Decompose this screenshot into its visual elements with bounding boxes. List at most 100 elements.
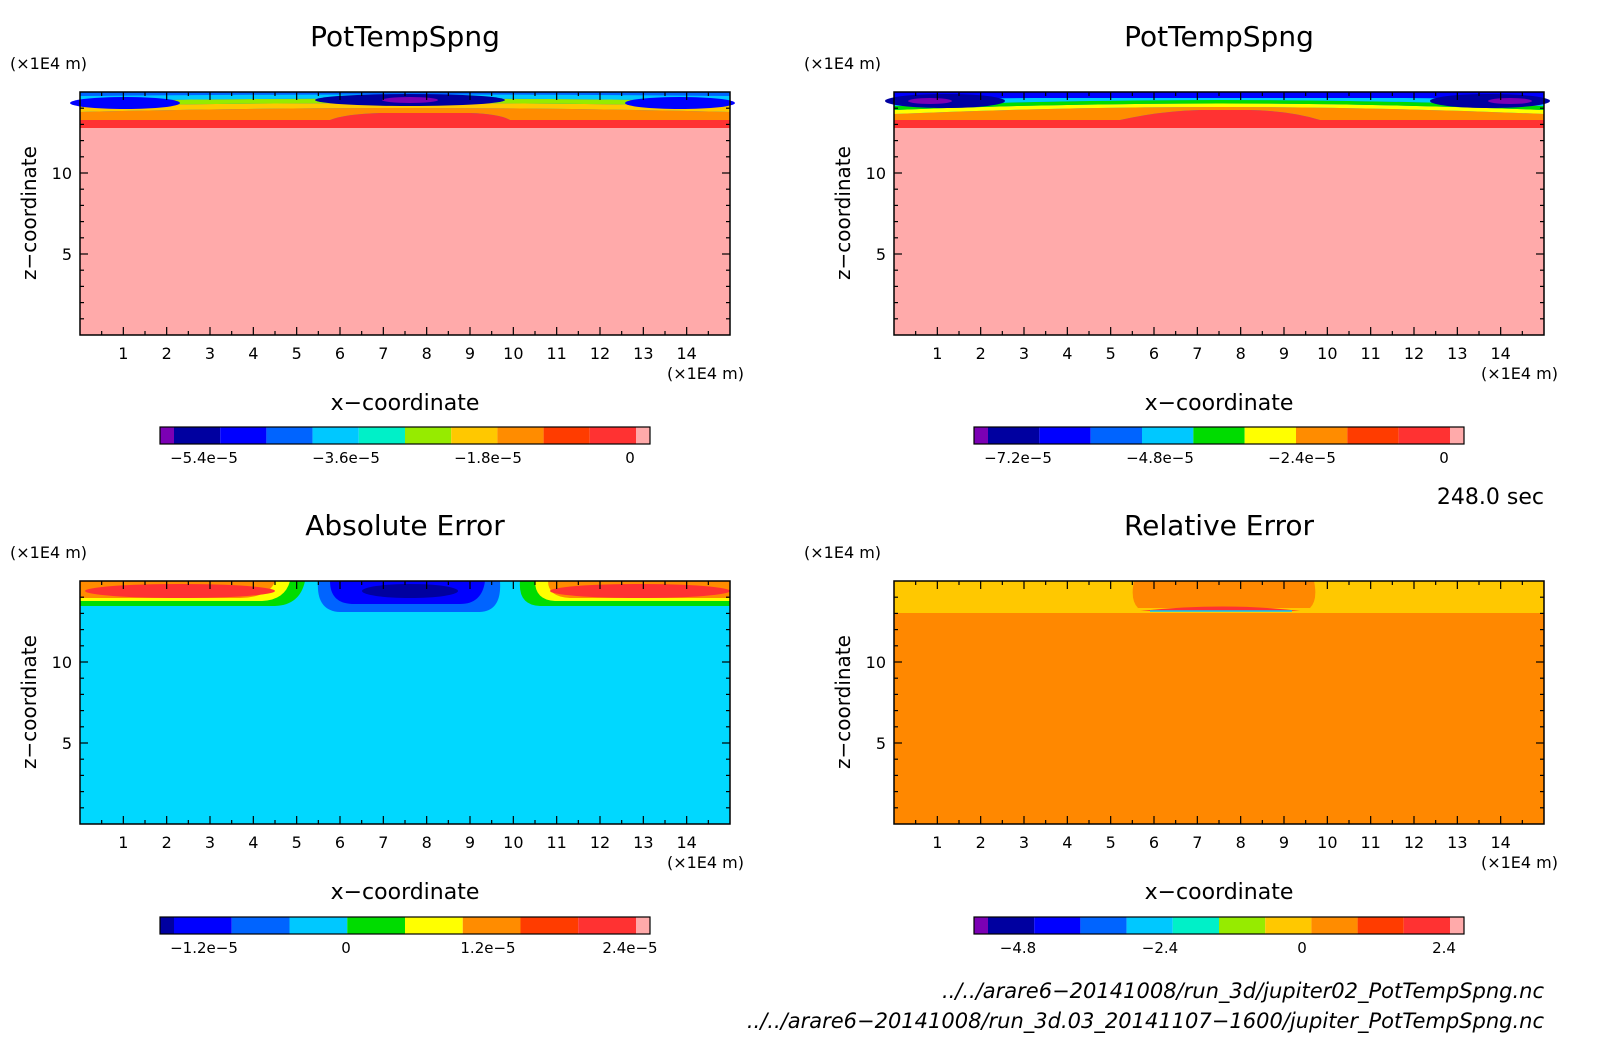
- field-left-max: [85, 584, 275, 598]
- field-base: [894, 92, 1544, 335]
- x-tick-label: 9: [1279, 344, 1289, 363]
- x-tick-label: 10: [503, 344, 523, 363]
- x-tick-label: 5: [1106, 833, 1116, 852]
- colorbar-tick-label: 0: [625, 449, 635, 467]
- colorbar-tick-label: −4.8e−5: [1126, 449, 1194, 467]
- colorbar-cell: [974, 427, 988, 444]
- colorbar-cell: [231, 917, 290, 934]
- colorbar-cell: [1357, 917, 1404, 934]
- x-tick-label: 7: [378, 833, 388, 852]
- colorbar-cell: [974, 917, 988, 934]
- colorbar-cell: [1034, 917, 1081, 934]
- field-center-min: [362, 584, 458, 598]
- x-tick-label: 12: [1404, 344, 1424, 363]
- colorbar-cell: [988, 917, 1035, 934]
- x-axis-label: x−coordinate: [331, 391, 480, 416]
- colorbar-cell: [1126, 917, 1173, 934]
- colorbar-cell: [451, 427, 498, 444]
- field-center-max: [1140, 606, 1300, 611]
- y-tick-label: 5: [62, 245, 72, 264]
- y-tick-label: 5: [876, 734, 886, 753]
- colorbar-cell: [405, 427, 452, 444]
- colorbar-cell: [1450, 917, 1464, 934]
- colorbar-cell: [1347, 427, 1399, 444]
- x-tick-label: 3: [205, 833, 215, 852]
- x-tick-label: 5: [292, 344, 302, 363]
- x-tick-label: 6: [1149, 344, 1159, 363]
- y-tick-label: 10: [866, 653, 886, 672]
- x-tick-label: 4: [248, 344, 258, 363]
- field-orange-layer: [894, 107, 1544, 120]
- x-tick-label: 4: [1062, 344, 1072, 363]
- colorbar-cell: [1090, 427, 1142, 444]
- x-tick-label: 10: [503, 833, 523, 852]
- colorbar-tick-label: 2.4e−5: [602, 939, 657, 957]
- colorbar-tick-label: 0: [341, 939, 351, 957]
- colorbar-cell: [174, 427, 221, 444]
- x-tick-label: 3: [1019, 833, 1029, 852]
- x-tick-label: 11: [1360, 833, 1380, 852]
- colorbar-cell: [174, 917, 232, 934]
- colorbar-cell: [636, 917, 650, 934]
- colorbar-cell: [589, 427, 636, 444]
- x-tick-label: 9: [465, 833, 475, 852]
- x-tick-label: 6: [1149, 833, 1159, 852]
- colorbar-tick-label: −3.6e−5: [312, 449, 380, 467]
- panel-title: Absolute Error: [305, 509, 505, 542]
- colorbar-cell: [1296, 427, 1348, 444]
- x-unit-label: (×1E4 m): [1481, 853, 1558, 872]
- field-cyan-layer: [894, 96, 1544, 106]
- x-axis-label: x−coordinate: [1145, 391, 1294, 416]
- field-warm-layer: [80, 113, 730, 128]
- colorbar-frame: [159, 916, 651, 935]
- colorbar-cell: [1403, 917, 1450, 934]
- field-orange-layer: [80, 108, 730, 120]
- y-tick-label: 10: [866, 164, 886, 183]
- colorbar-tick-label: 0: [1297, 939, 1307, 957]
- y-unit-label: (×1E4 m): [804, 543, 881, 562]
- colorbar-cell: [312, 427, 359, 444]
- x-tick-label: 9: [1279, 833, 1289, 852]
- colorbar-tick-label: −5.4e−5: [170, 449, 238, 467]
- x-tick-label: 9: [465, 344, 475, 363]
- colorbar-cell: [289, 917, 348, 934]
- colorbar-tick-label: −1.2e−5: [170, 939, 238, 957]
- x-tick-label: 7: [1192, 344, 1202, 363]
- x-tick-label: 8: [1236, 833, 1246, 852]
- x-tick-label: 8: [422, 833, 432, 852]
- time-label: 248.0 sec: [1437, 485, 1544, 510]
- colorbar-frame: [159, 426, 651, 445]
- x-tick-label: 7: [1192, 833, 1202, 852]
- x-unit-label: (×1E4 m): [667, 364, 744, 383]
- colorbar-cell: [1172, 917, 1219, 934]
- colorbar-cell: [405, 917, 463, 934]
- panel-title: PotTempSpng: [310, 20, 500, 53]
- field-minimum-core: [382, 97, 438, 103]
- y-axis-label: z−coordinate: [17, 146, 41, 280]
- colorbar-cell: [220, 427, 267, 444]
- colorbar-tick-label: −7.2e−5: [984, 449, 1052, 467]
- x-tick-label: 1: [118, 833, 128, 852]
- file-path-2: ../../arare6−20141008/run_3d.03_20141107…: [747, 1009, 1545, 1034]
- x-tick-label: 13: [1447, 833, 1467, 852]
- colorbar-cell: [636, 427, 650, 444]
- field-minimum-left-core: [908, 98, 952, 104]
- colorbar-frame: [973, 916, 1465, 935]
- y-tick-label: 5: [62, 734, 72, 753]
- field-base: [80, 92, 730, 335]
- colorbar-tick-label: −2.4e−5: [1268, 449, 1336, 467]
- x-tick-label: 10: [1317, 833, 1337, 852]
- x-tick-label: 5: [1106, 344, 1116, 363]
- x-tick-label: 1: [118, 344, 128, 363]
- file-path-1: ../../arare6−20141008/run_3d/jupiter02_P…: [942, 979, 1545, 1004]
- x-tick-label: 8: [1236, 344, 1246, 363]
- x-tick-label: 14: [676, 344, 696, 363]
- colorbar-cell: [358, 427, 405, 444]
